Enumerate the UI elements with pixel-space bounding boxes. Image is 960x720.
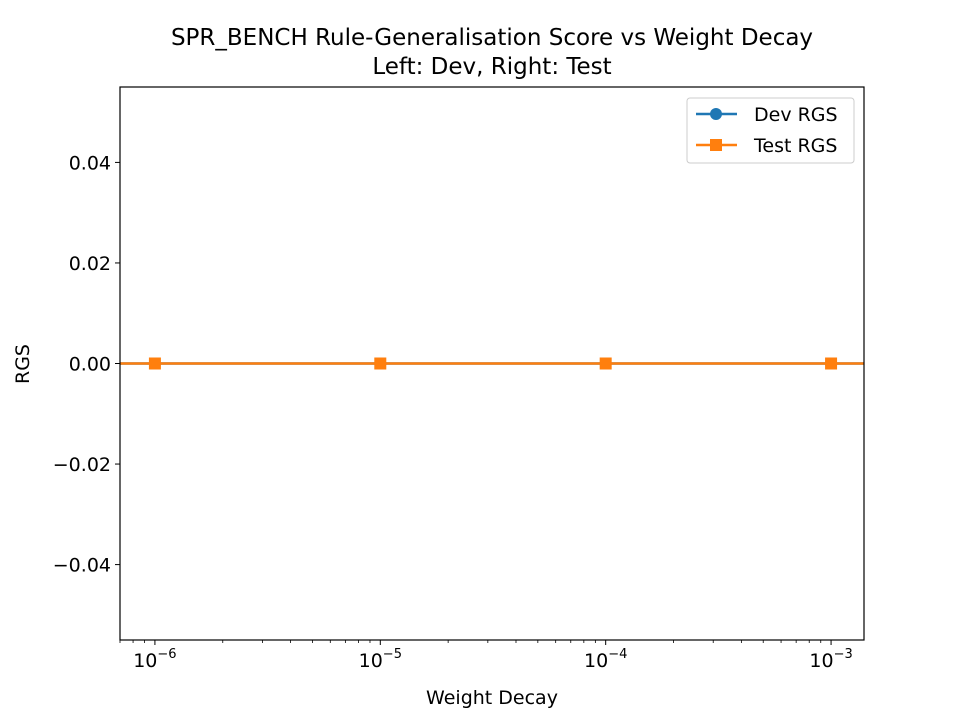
data-point — [825, 357, 838, 370]
legend-marker — [710, 108, 722, 120]
x-tick-label: 10−3 — [809, 647, 852, 672]
y-axis: −0.04 −0.02 0.00 0.02 0.04 — [53, 152, 120, 577]
y-axis-label: RGS — [12, 344, 34, 384]
x-tick-label: 10−6 — [133, 647, 176, 672]
x-axis: 10−6 10−5 10−4 10−3 — [119, 640, 853, 672]
y-tick-label: −0.02 — [53, 454, 111, 476]
data-point — [374, 357, 387, 370]
x-axis-label: Weight Decay — [426, 687, 558, 709]
legend-label: Test RGS — [753, 135, 837, 157]
chart-subtitle: Left: Dev, Right: Test — [372, 54, 611, 80]
data-point — [599, 357, 612, 370]
legend: Dev RGS Test RGS — [686, 97, 855, 164]
data-point — [148, 357, 161, 370]
legend-marker — [710, 139, 722, 151]
y-tick-label: 0.02 — [69, 253, 111, 275]
plot-area — [120, 357, 864, 370]
y-tick-label: −0.04 — [53, 555, 111, 577]
x-tick-label: 10−4 — [584, 647, 627, 672]
legend-label: Dev RGS — [754, 104, 838, 126]
y-tick-label: 0.04 — [69, 152, 111, 174]
chart-title: SPR_BENCH Rule-Generalisation Score vs W… — [171, 25, 813, 51]
x-tick-label: 10−5 — [359, 647, 402, 672]
y-tick-label: 0.00 — [69, 354, 111, 376]
